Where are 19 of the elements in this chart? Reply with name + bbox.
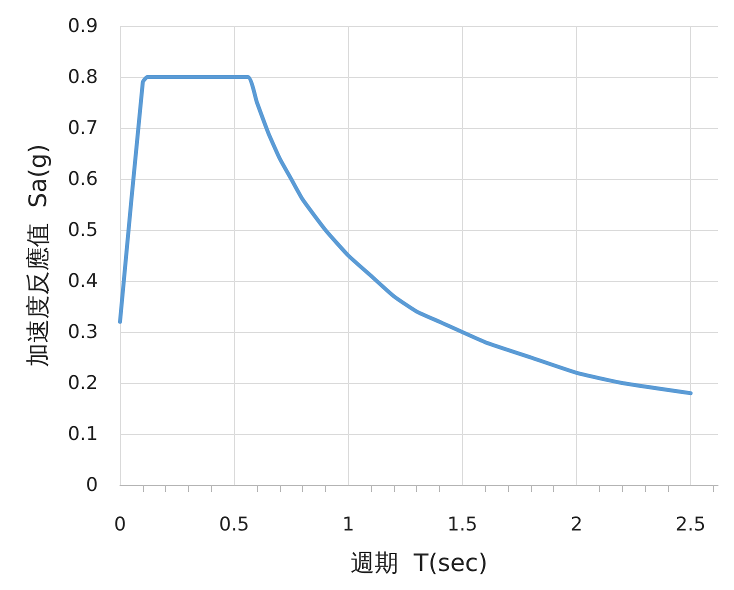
y-tick-label: 0.3 xyxy=(68,321,98,343)
x-tick-label: 1 xyxy=(342,514,354,536)
x-tick-label: 1.5 xyxy=(447,514,478,536)
line-series xyxy=(118,75,693,396)
y-tick-label: 0.1 xyxy=(68,423,98,445)
y-tick-label: 0.6 xyxy=(68,168,98,190)
x-tick-label: 2.5 xyxy=(676,514,706,536)
x-axis-title: 週期 T(sec) xyxy=(350,549,488,577)
y-tick-label: 0.9 xyxy=(68,15,98,37)
y-tick-label: 0.4 xyxy=(68,270,98,292)
y-tick-label: 0.8 xyxy=(68,66,98,88)
y-tick-label: 0.7 xyxy=(68,117,98,139)
x-tick-label: 0 xyxy=(114,514,126,536)
x-tick-label: 2 xyxy=(570,514,583,536)
x-tick-label: 0.5 xyxy=(219,514,250,536)
y-tick-label: 0 xyxy=(86,474,98,496)
y-tick-label: 0.5 xyxy=(68,219,98,241)
y-axis-title: 加速度反應值 Sa(g) xyxy=(24,144,52,368)
y-tick-label: 0.2 xyxy=(68,372,98,394)
